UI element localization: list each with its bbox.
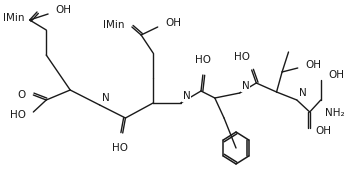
- Text: IMin: IMin: [3, 13, 24, 23]
- Text: N: N: [101, 93, 109, 103]
- Text: HO: HO: [112, 143, 128, 153]
- Text: OH: OH: [305, 60, 321, 70]
- Text: O: O: [18, 90, 26, 100]
- Text: N: N: [241, 81, 249, 91]
- Text: OH: OH: [328, 70, 344, 80]
- Text: OH: OH: [56, 5, 71, 15]
- Text: HO: HO: [234, 52, 250, 62]
- Text: OH: OH: [165, 18, 181, 28]
- Text: IMin: IMin: [103, 20, 125, 30]
- Text: HO: HO: [10, 110, 26, 120]
- Text: HO: HO: [195, 55, 211, 65]
- Text: N: N: [183, 91, 190, 101]
- Text: OH: OH: [315, 126, 331, 136]
- Text: NH₂: NH₂: [325, 108, 345, 118]
- Text: N: N: [299, 88, 306, 98]
